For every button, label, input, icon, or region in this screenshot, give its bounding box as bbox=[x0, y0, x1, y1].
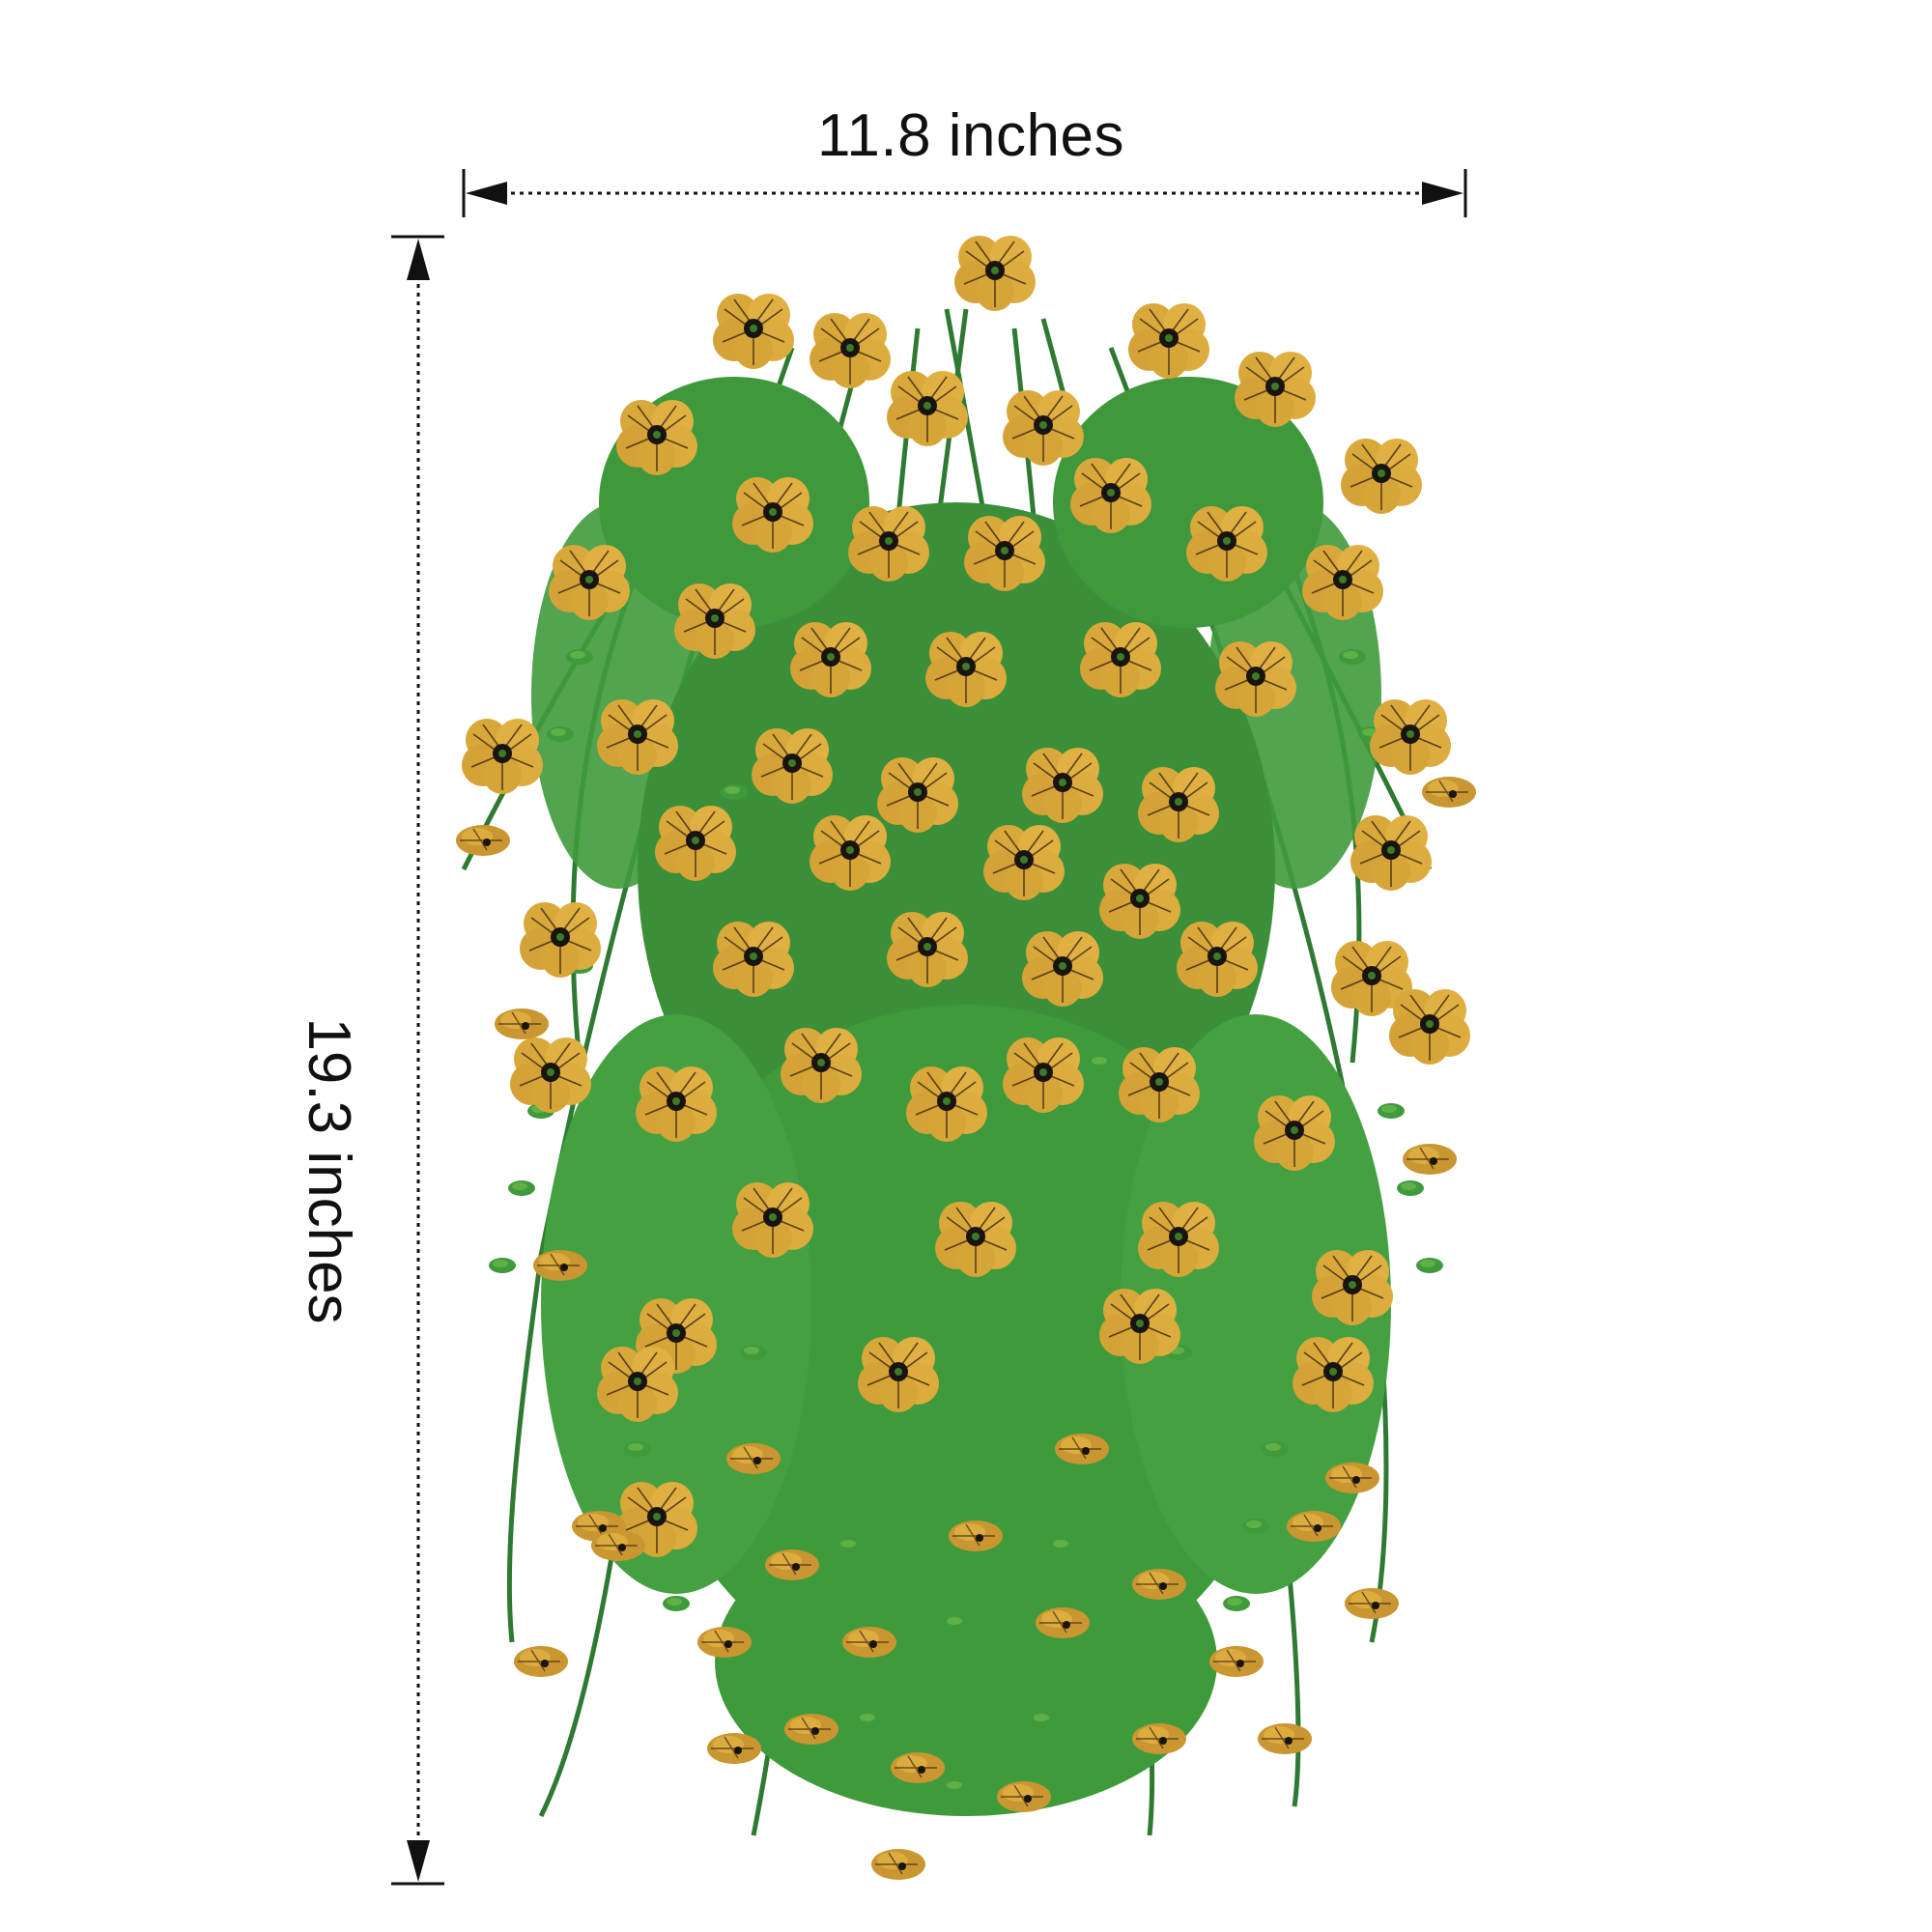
arrow-up-icon bbox=[407, 239, 430, 280]
height-dimension-line bbox=[391, 235, 444, 1886]
width-dimension-line bbox=[462, 169, 1467, 217]
arrow-down-icon bbox=[407, 1840, 430, 1882]
width-label: 11.8 inches bbox=[816, 102, 1124, 169]
arrow-right-icon bbox=[1422, 182, 1463, 205]
arrow-left-icon bbox=[466, 182, 507, 205]
height-label: 19.3 inches bbox=[296, 1017, 362, 1324]
